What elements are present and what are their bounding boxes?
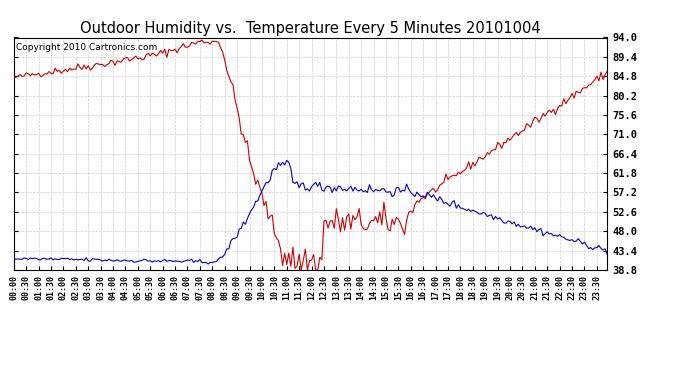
Text: Copyright 2010 Cartronics.com: Copyright 2010 Cartronics.com — [16, 44, 157, 52]
Title: Outdoor Humidity vs.  Temperature Every 5 Minutes 20101004: Outdoor Humidity vs. Temperature Every 5… — [80, 21, 541, 36]
